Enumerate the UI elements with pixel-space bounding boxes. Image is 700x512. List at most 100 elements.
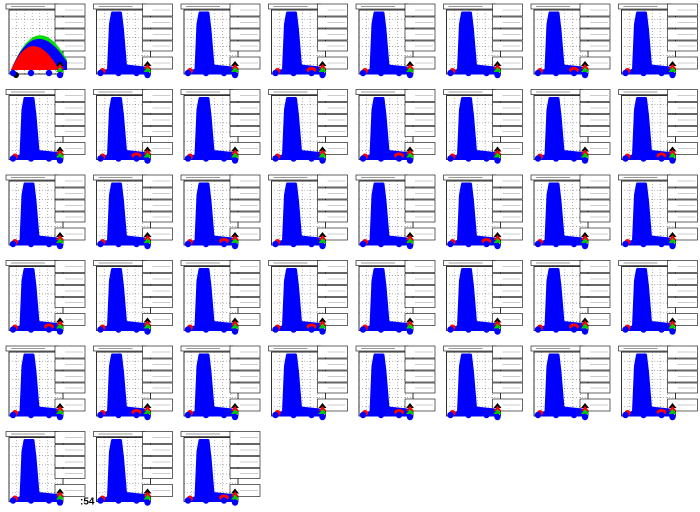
marker-green [493,409,502,414]
marker-red [668,149,677,155]
marker-blue [220,497,228,504]
marker-blue [465,411,472,419]
marker-black [406,403,414,408]
marker-blue [308,411,315,419]
panel [5,3,86,79]
panel [180,174,261,250]
marker-blue [97,326,104,333]
panel [93,260,173,335]
marker-blue [133,69,140,77]
marker-red [493,235,502,240]
marker-red [231,64,239,69]
marker-blue [56,413,64,421]
marker-blue [231,499,239,506]
marker-red [143,235,152,240]
marker-blue [622,411,629,419]
marker-black [406,317,414,323]
marker-blue [184,240,192,248]
marker-blue [447,326,454,333]
panel [5,260,86,335]
marker-green [668,323,677,329]
marker-green [56,67,64,72]
panel [5,345,86,421]
marker-blue [27,411,35,419]
marker-green [318,409,327,414]
marker-blue [406,157,414,164]
marker-blue [570,240,578,248]
marker-blue [97,69,104,77]
marker-blue [581,157,589,164]
marker-blue [494,413,501,421]
panel [530,174,611,250]
marker-blue [640,69,647,77]
marker-black [143,61,152,66]
marker-blue [534,240,542,248]
marker-red [231,320,239,326]
marker-blue [359,411,367,419]
marker-blue [465,69,472,77]
marker-black [56,61,64,66]
marker-blue [319,71,326,79]
panel [355,3,436,79]
marker-blue [622,155,629,162]
marker-green [668,67,677,72]
marker-blue [144,242,151,250]
marker-blue [395,240,403,248]
marker-blue [184,326,192,333]
marker-green [231,67,239,72]
panel [268,345,348,421]
marker-black [56,403,64,408]
marker-green [581,152,589,158]
marker-red [56,149,64,155]
panels [5,3,698,506]
marker-blue [447,411,454,419]
marker-blue [202,240,210,248]
marker-blue [133,411,140,419]
marker-blue [359,240,367,248]
marker-black [56,317,64,323]
marker-blue [290,240,297,248]
marker-blue [640,326,647,333]
panel [530,260,611,335]
panel [530,345,611,421]
marker-green [143,494,152,500]
marker-blue [552,411,560,419]
marker-blue [115,240,122,248]
marker-blue [133,497,140,504]
marker-green [318,323,327,329]
marker-black [318,146,327,152]
marker-green [143,67,152,72]
marker-blue [377,326,385,333]
marker-green [581,323,589,329]
marker-blue [9,326,17,333]
marker-red [581,64,589,69]
marker-red [318,235,327,240]
marker-blue [45,240,53,248]
marker-green [406,238,414,243]
panel [5,174,86,250]
marker-blue [220,69,228,77]
marker-black [143,232,152,237]
marker-blue [658,155,665,162]
marker-blue [640,155,647,162]
marker-blue [395,411,403,419]
panel [268,260,348,335]
hump-red [11,45,57,70]
marker-red [231,406,239,411]
marker-blue [658,326,665,333]
marker-blue [202,326,210,333]
marker-red [668,406,677,411]
marker-green [56,494,64,500]
marker-blue [184,497,192,504]
marker-blue [184,69,192,77]
marker-blue [184,155,192,162]
marker-black [143,317,152,323]
panel [443,3,523,79]
marker-blue [395,326,403,333]
marker-green [581,409,589,414]
marker-green [56,323,64,329]
marker-blue [202,69,210,77]
marker-blue [570,326,578,333]
panel [618,260,698,335]
